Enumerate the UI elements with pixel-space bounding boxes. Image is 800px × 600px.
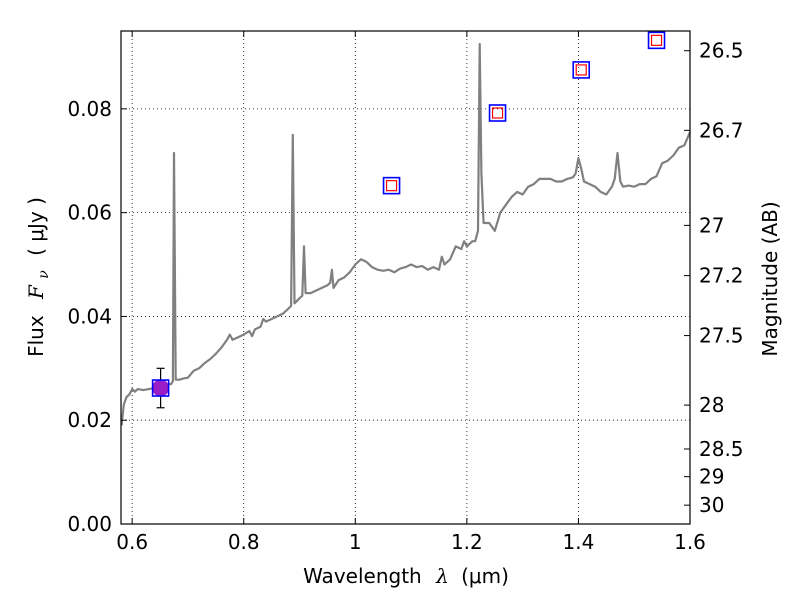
model-photometry-square (488, 104, 507, 122)
y-axis-title-symbol: F (24, 284, 48, 300)
model-photometry-square (151, 379, 170, 397)
spectrum-line (120, 42, 692, 426)
y-tick-label: 0.04 (67, 304, 112, 328)
magnitude-tick-label: 28 (699, 393, 724, 417)
observed-limit-square (385, 180, 398, 192)
x-axis-title-symbol: λ (435, 564, 449, 588)
y-axis-title-subscript: ν (36, 270, 52, 279)
x-tick-label: 0.6 (116, 530, 148, 554)
plot-series (120, 31, 692, 426)
magnitude-tick-label: 28.5 (699, 437, 744, 461)
magnitude-tick-label: 27.5 (699, 324, 744, 348)
x-axis-title-unit: (μm) (461, 564, 509, 588)
y-axis-title-text: Flux (24, 315, 48, 357)
observed-limit-square (491, 107, 504, 119)
x-tick-label: 1 (349, 530, 362, 554)
y-tick-label: 0.00 (67, 512, 112, 536)
x-tick-label: 1.4 (563, 530, 595, 554)
magnitude-tick-label: 27.2 (699, 264, 744, 288)
x-tick-label: 0.8 (228, 530, 260, 554)
y-tick-label: 0.06 (67, 201, 112, 225)
magnitude-tick-label: 26.5 (699, 39, 744, 63)
magnitude-tick-label: 26.7 (699, 118, 744, 142)
plot-frame (120, 30, 691, 525)
y-tick-label: 0.08 (67, 97, 112, 121)
x-axis-title: Wavelength λ (μm) (303, 564, 509, 588)
magnitude-tick-label: 30 (699, 493, 724, 517)
x-tick-label: 1.6 (674, 530, 706, 554)
grid-lines (121, 31, 690, 524)
observed-limit-square (650, 34, 663, 46)
observed-limit-square (575, 64, 587, 76)
magnitude-tick-label: 27 (699, 213, 724, 237)
y-tick-label: 0.02 (67, 408, 112, 432)
y-axis-title-unit: ( μJy ) (24, 197, 48, 256)
model-photometry-square (572, 61, 591, 79)
model-photometry-square (382, 176, 401, 195)
x-tick-label: 1.2 (451, 530, 483, 554)
magnitude-axis-title: Magnitude (AB) (758, 201, 782, 356)
photometry-point (152, 379, 170, 397)
model-photometry-square (647, 31, 666, 50)
x-axis-title-text: Wavelength (303, 564, 422, 588)
axis-ticks: 0.6 0.8 1 1.2 1.4 1.6 0.00 0.02 0.04 0.06 0.08 26.5… (67, 31, 744, 554)
magnitude-tick-label: 29 (699, 465, 724, 489)
y-axis-title: Flux F ν ( μJy ) (24, 197, 53, 357)
